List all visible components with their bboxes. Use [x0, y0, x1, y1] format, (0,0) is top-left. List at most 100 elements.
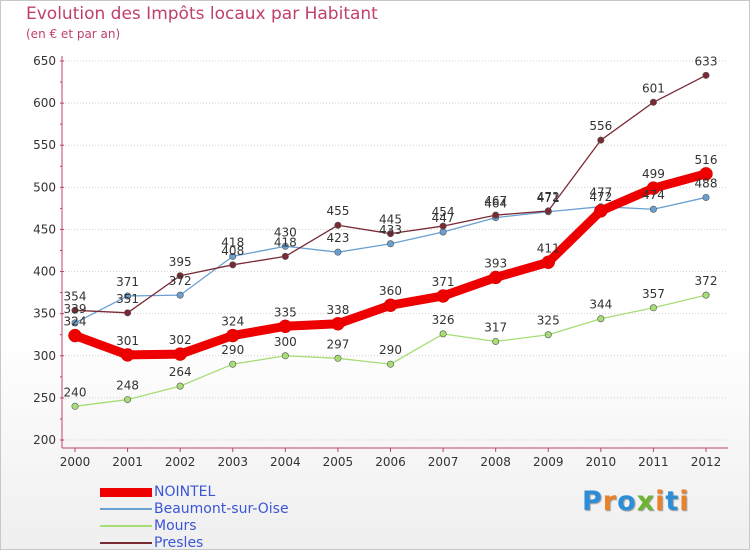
x-tick-label-2011: 2011	[638, 455, 669, 469]
x-tick-label-2002: 2002	[165, 455, 196, 469]
data-point-presles-2004	[281, 252, 289, 260]
data-label-presles-2010: 556	[589, 119, 612, 133]
data-label-presles-2007: 454	[432, 205, 455, 219]
data-label-nointel-2007: 371	[432, 275, 455, 289]
data-point-presles-2008	[492, 211, 500, 219]
data-point-mours-2002	[176, 382, 184, 390]
data-label-presles-2000: 354	[64, 289, 87, 303]
data-point-beaumont-sur-oise-2001	[124, 292, 132, 300]
legend-swatch-beaumont-sur-oise	[100, 508, 152, 510]
x-tick-label-2005: 2005	[323, 455, 354, 469]
y-tick-label-200: 200	[33, 433, 56, 447]
data-point-nointel-2005	[331, 317, 345, 331]
data-point-mours-2003	[229, 360, 237, 368]
data-point-presles-2006	[386, 230, 394, 238]
data-label-nointel-2003: 324	[221, 315, 244, 329]
data-label-presles-2003: 408	[221, 244, 244, 258]
proxiti-logo: Proxiti	[582, 486, 690, 517]
data-point-mours-2009	[544, 331, 552, 339]
legend-label-nointel: NOINTEL	[154, 484, 216, 500]
data-label-presles-2009: 472	[537, 190, 560, 204]
data-label-nointel-2012: 516	[695, 153, 718, 167]
data-point-mours-2007	[439, 330, 447, 338]
data-point-beaumont-sur-oise-2002	[176, 291, 184, 299]
data-point-mours-2000	[71, 402, 79, 410]
logo-letter: x	[636, 486, 656, 517]
data-label-beaumont-sur-oise-2012: 488	[695, 176, 718, 190]
y-tick-label-600: 600	[33, 96, 56, 110]
data-point-presles-2012	[702, 71, 710, 79]
x-tick-label-2007: 2007	[428, 455, 459, 469]
data-label-beaumont-sur-oise-2005: 423	[326, 231, 349, 245]
y-tick-label-500: 500	[33, 180, 56, 194]
chart-subtitle: (en € et par an)	[26, 27, 121, 41]
data-point-beaumont-sur-oise-2006	[386, 240, 394, 248]
data-point-nointel-2006	[383, 298, 398, 312]
data-label-mours-2000: 240	[64, 385, 87, 399]
data-point-nointel-2002	[173, 347, 187, 361]
data-point-mours-2005	[334, 354, 342, 362]
data-point-beaumont-sur-oise-2003	[229, 252, 237, 260]
data-point-nointel-2000	[68, 328, 82, 343]
x-tick-label-2004: 2004	[270, 455, 301, 469]
x-tick-label-2010: 2010	[586, 455, 617, 469]
y-tick-label-400: 400	[33, 265, 56, 279]
data-label-mours-2006: 290	[379, 343, 402, 357]
x-tick-label-2009: 2009	[533, 455, 564, 469]
data-label-mours-2003: 290	[221, 343, 244, 357]
data-point-presles-2003	[229, 261, 237, 269]
x-tick-label-2006: 2006	[375, 455, 406, 469]
logo-letter: i	[679, 486, 690, 517]
data-point-beaumont-sur-oise-2000	[71, 319, 79, 327]
data-label-mours-2010: 344	[589, 298, 612, 312]
data-label-presles-2006: 445	[379, 213, 402, 227]
data-point-nointel-2004	[278, 319, 293, 334]
data-label-nointel-2005: 338	[326, 303, 349, 317]
data-point-nointel-2003	[226, 328, 240, 343]
data-point-beaumont-sur-oise-2007	[439, 228, 447, 236]
data-label-mours-2002: 264	[169, 365, 192, 379]
x-tick-label-2000: 2000	[60, 455, 91, 469]
data-label-presles-2002: 395	[169, 255, 192, 269]
data-label-nointel-2006: 360	[379, 284, 402, 298]
data-label-presles-2001: 351	[116, 292, 139, 306]
legend-label-beaumont-sur-oise: Beaumont-sur-Oise	[154, 501, 289, 517]
data-point-nointel-2012	[699, 167, 713, 181]
data-point-nointel-2001	[120, 348, 135, 362]
data-label-mours-2005: 297	[326, 337, 349, 351]
data-label-beaumont-sur-oise-2006: 433	[379, 223, 402, 237]
data-point-presles-2011	[649, 98, 657, 106]
data-point-mours-2010	[597, 315, 605, 323]
data-label-nointel-2008: 393	[484, 256, 507, 270]
legend-label-presles: Presles	[154, 535, 204, 551]
data-label-presles-2004: 418	[274, 235, 297, 249]
data-point-mours-2001	[124, 396, 132, 404]
logo-letter: r	[602, 486, 618, 517]
data-label-mours-2007: 326	[432, 313, 455, 327]
data-point-mours-2011	[649, 304, 657, 312]
data-point-mours-2004	[281, 352, 289, 360]
y-tick-label-650: 650	[33, 54, 56, 68]
legend-swatch-nointel	[100, 487, 152, 497]
data-label-presles-2011: 601	[642, 81, 665, 95]
x-tick-label-2008: 2008	[480, 455, 511, 469]
logo-letter: o	[617, 486, 637, 517]
y-tick-label-450: 450	[33, 222, 56, 236]
data-label-beaumont-sur-oise-2009: 471	[537, 191, 560, 205]
x-tick-label-2012: 2012	[691, 455, 722, 469]
data-label-beaumont-sur-oise-2008: 464	[484, 197, 507, 211]
data-point-nointel-2009	[541, 255, 555, 270]
data-label-nointel-2004: 335	[274, 305, 297, 319]
y-tick-label-350: 350	[33, 307, 56, 321]
data-point-nointel-2011	[646, 181, 661, 195]
data-point-presles-2001	[124, 309, 132, 317]
data-label-beaumont-sur-oise-2000: 339	[64, 302, 87, 316]
data-label-mours-2004: 300	[274, 335, 297, 349]
data-point-mours-2012	[702, 291, 710, 299]
data-label-nointel-2000: 324	[64, 315, 87, 329]
data-point-presles-2000	[71, 306, 79, 314]
data-label-beaumont-sur-oise-2011: 474	[642, 188, 665, 202]
data-point-mours-2008	[492, 337, 500, 345]
data-label-nointel-2009: 411	[537, 241, 560, 255]
